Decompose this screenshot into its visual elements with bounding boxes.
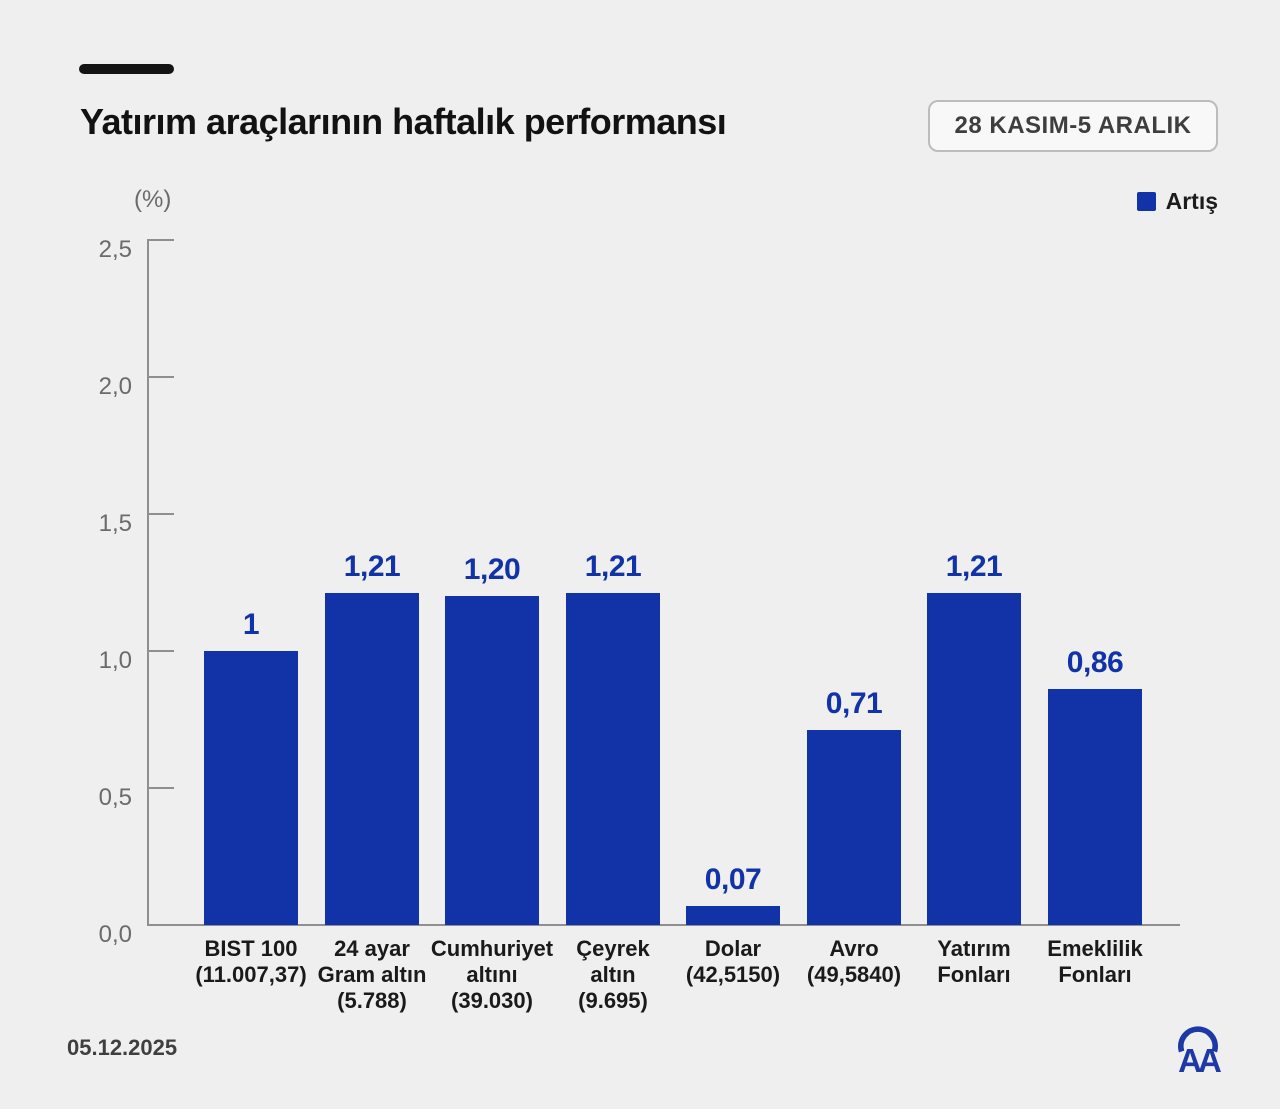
x-category-label-line: (5.788) bbox=[337, 988, 407, 1013]
x-category-label: 24 ayar Gram altın (5.788) bbox=[294, 936, 450, 1014]
x-category-label-line: altını bbox=[466, 962, 518, 987]
x-category-label-line: Cumhuriyet bbox=[430, 936, 554, 961]
y-axis-unit-label: (%) bbox=[134, 186, 172, 213]
x-category-label-line: BIST 100 bbox=[204, 936, 298, 961]
x-axis-line bbox=[147, 924, 1180, 926]
x-category-label: Dolar (42,5150) bbox=[655, 936, 811, 988]
x-category-label-line: Fonları bbox=[937, 962, 1011, 987]
bar-value-label: 1,21 bbox=[945, 550, 1003, 583]
bar-value-label: 1 bbox=[242, 608, 260, 641]
legend-label: Artış bbox=[1165, 188, 1218, 214]
y-tick-mark bbox=[148, 650, 174, 652]
aa-logo-icon: AA bbox=[1178, 1026, 1225, 1075]
x-category-label-line: (42,5150) bbox=[685, 962, 781, 987]
x-category-label-line: (49,5840) bbox=[806, 962, 902, 987]
x-category-label-line: Gram altın bbox=[317, 962, 427, 987]
y-tick-label: 0,0 bbox=[98, 921, 132, 948]
x-category-label-line: Emeklilik bbox=[1047, 936, 1143, 961]
legend: Artış bbox=[1136, 188, 1218, 215]
x-category-label: BIST 100 (11.007,37) bbox=[173, 936, 329, 988]
bar-value-label: 1,21 bbox=[584, 550, 642, 583]
x-category-label-line: altın bbox=[590, 962, 636, 987]
y-tick-label: 2,5 bbox=[98, 236, 132, 263]
bar bbox=[927, 593, 1021, 925]
x-category-label-line: (11.007,37) bbox=[195, 962, 307, 987]
bar-value-label: 0,07 bbox=[704, 863, 762, 896]
svg-text:AA: AA bbox=[1178, 1042, 1221, 1075]
x-category-label: Cumhuriyet altını (39.030) bbox=[414, 936, 570, 1014]
y-tick-mark bbox=[148, 513, 174, 515]
x-category-label-line: Çeyrek bbox=[576, 936, 650, 961]
bar-value-label: 1,21 bbox=[343, 550, 401, 583]
x-category-label-line: Fonları bbox=[1058, 962, 1132, 987]
x-category-label: Avro (49,5840) bbox=[776, 936, 932, 988]
bar-value-label: 0,86 bbox=[1066, 646, 1124, 679]
bar bbox=[445, 596, 539, 925]
x-category-label-line: (39.030) bbox=[451, 988, 533, 1013]
x-category-label-line: 24 ayar bbox=[334, 936, 410, 961]
bar bbox=[566, 593, 660, 925]
y-tick-label: 2,0 bbox=[98, 373, 132, 400]
x-category-label-line: (9.695) bbox=[578, 988, 648, 1013]
bar bbox=[807, 730, 901, 925]
bar bbox=[204, 651, 298, 925]
y-axis-line bbox=[147, 239, 149, 926]
page-title: Yatırım araçlarının haftalık performansı bbox=[80, 101, 727, 142]
date-range-badge: 28 KASIM-5 ARALIK bbox=[928, 100, 1218, 152]
bar bbox=[686, 906, 780, 925]
x-category-label-line: Avro bbox=[829, 936, 879, 961]
bar bbox=[325, 593, 419, 925]
bar bbox=[1048, 689, 1142, 925]
y-tick-mark bbox=[148, 376, 174, 378]
x-category-label: Çeyrek altın (9.695) bbox=[535, 936, 691, 1014]
x-category-label-line: Dolar bbox=[704, 936, 762, 961]
footer-date: 05.12.2025 bbox=[67, 1035, 178, 1060]
bar-value-label: 1,20 bbox=[463, 553, 521, 586]
bar-value-label: 0,71 bbox=[825, 687, 883, 720]
legend-swatch-icon bbox=[1136, 192, 1156, 211]
y-tick-label: 1,5 bbox=[98, 510, 132, 537]
y-tick-label: 1,0 bbox=[98, 647, 132, 674]
x-category-label: Yatırım Fonları bbox=[896, 936, 1052, 988]
x-category-label: Emeklilik Fonları bbox=[1017, 936, 1173, 988]
y-tick-mark bbox=[148, 239, 174, 241]
y-tick-mark bbox=[148, 924, 174, 926]
title-dash bbox=[79, 64, 174, 74]
y-tick-label: 0,5 bbox=[98, 784, 132, 811]
x-category-label-line: Yatırım bbox=[937, 936, 1011, 961]
y-tick-mark bbox=[148, 787, 174, 789]
